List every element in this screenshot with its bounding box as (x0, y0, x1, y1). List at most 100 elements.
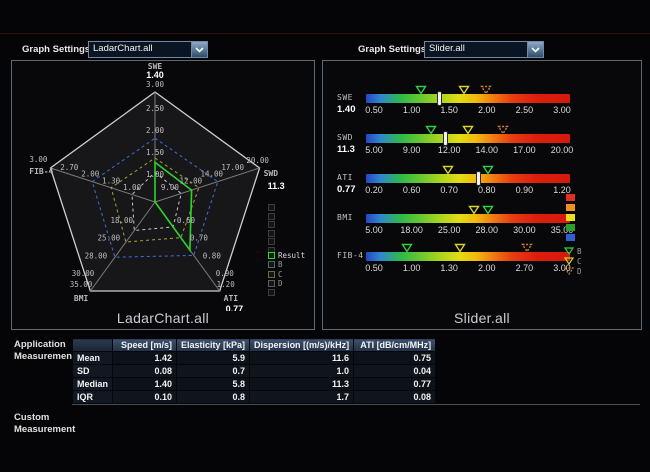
slider-tick-label: 18.00 (400, 225, 423, 235)
table-row: Median 1.40 5.8 11.3 0.77 (71, 377, 437, 391)
table-cell: 11.3 (249, 377, 355, 391)
slider-track-SWE[interactable] (366, 94, 570, 103)
slider-tick-label: 0.20 (365, 185, 383, 195)
slider-label: SWD (337, 133, 353, 142)
table-row-label: IQR (71, 390, 114, 404)
table-row: SD 0.08 0.7 1.0 0.04 (71, 364, 437, 378)
slider-tick-label: 2.00 (478, 263, 496, 273)
table-cell: 1.7 (249, 390, 355, 404)
right-graph-settings-label: Graph Settings (358, 44, 427, 55)
radar-legend-slot[interactable] (268, 212, 275, 220)
table-corner-cell (71, 338, 114, 352)
radar-series-C (110, 157, 200, 243)
slider-tick-label: 28.00 (475, 225, 499, 235)
right-graph-settings-dropdown[interactable]: Slider.all (424, 41, 544, 58)
radar-axis-line (50, 167, 156, 203)
slider-track-SWD[interactable] (366, 134, 570, 143)
table-cell: 1.40 (112, 377, 178, 391)
slider-panel-title: Slider.all (454, 310, 510, 326)
section-divider (72, 404, 640, 405)
legend-checkbox-icon (268, 204, 275, 211)
legend-label: D (577, 266, 582, 276)
legend-checkbox-icon (268, 221, 275, 229)
table-column-header: Dispersion [(m/s)/kHz] (249, 338, 355, 352)
slider-tick-label: 2.70 (515, 263, 534, 273)
slider-track-BMI[interactable] (366, 214, 570, 223)
legend-label: B (577, 246, 582, 256)
radar-series-B (91, 137, 219, 258)
grade-marker-B-icon (482, 202, 495, 215)
radar-legend-item-B[interactable]: B (268, 260, 283, 269)
radar-legend-item-D[interactable]: D (268, 279, 283, 288)
left-dropdown-value: LadarChart.all (93, 43, 153, 54)
radar-label: 2.00 (146, 126, 165, 135)
grade-marker-D-icon (480, 82, 493, 95)
table-row-label: SD (71, 364, 114, 378)
radar-label: 35.00 (70, 280, 93, 289)
legend-label: Result (278, 251, 306, 260)
radar-label: 2.00 (81, 170, 100, 179)
chevron-down-icon[interactable] (191, 42, 207, 57)
radar-label: 2.70 (60, 163, 79, 172)
radar-label: 0.90 (216, 269, 235, 278)
slider-tick-label: 1.50 (440, 105, 458, 115)
left-graph-settings-dropdown[interactable]: LadarChart.all (88, 41, 208, 58)
radar-legend-item-blank[interactable] (268, 288, 278, 296)
slider-tick-label: 0.80 (478, 185, 496, 195)
radar-label: 9.00 (161, 183, 180, 192)
slider-handle-SWD[interactable] (443, 131, 449, 146)
table-cell: 1.0 (249, 364, 355, 378)
radar-label: 3.00 (146, 80, 165, 89)
legend-checkbox-icon (268, 238, 275, 246)
slider-tick-label: 0.50 (365, 105, 383, 115)
radar-label: 1.40 (146, 70, 164, 80)
radar-legend-slot[interactable] (268, 238, 275, 246)
slider-value: 0.77 (337, 184, 356, 195)
table-cell: 11.6 (249, 351, 355, 365)
table-cell: 0.8 (176, 390, 251, 404)
table-cell: 5.8 (176, 377, 251, 391)
custom-measurement-label: Custom Measurement (14, 412, 76, 435)
left-graph-settings-label: Graph Settings (22, 44, 91, 55)
slider-tick-label: 9.00 (402, 145, 421, 155)
radar-legend-slot[interactable] (268, 221, 275, 229)
table-column-header: Speed [m/s] (112, 338, 178, 352)
slider-tick-label: 0.50 (365, 263, 383, 273)
grade-marker-D-icon (496, 122, 509, 135)
application-measurement-label: Application Measurement (14, 339, 76, 362)
table-row: IQR 0.10 0.8 1.7 0.08 (71, 390, 437, 404)
slider-tick-label: 17.00 (513, 145, 536, 155)
legend-checkbox-icon (268, 261, 275, 269)
legend-label: C (577, 256, 582, 266)
legend-label: B (278, 260, 283, 270)
grade-marker-C-icon (462, 122, 474, 135)
slider-handle-ATI[interactable] (475, 171, 481, 186)
slider-handle-SWE[interactable] (436, 91, 442, 106)
radar-axis-line (89, 201, 156, 292)
radar-legend-slot[interactable] (268, 204, 275, 211)
table-cell: 5.9 (176, 351, 251, 365)
slider-tick-label: 0.60 (402, 185, 421, 195)
slider-tick-label: 25.00 (437, 225, 461, 235)
slider-value: 1.40 (337, 104, 356, 115)
slider-tick-label: 1.00 (402, 105, 421, 115)
grade-marker-D-icon (521, 240, 533, 253)
slider-track-FIB-4[interactable] (366, 252, 570, 261)
slider-tick-label: 1.20 (553, 185, 571, 195)
radar-legend-slot[interactable] (268, 229, 275, 237)
radar-legend-item-Result[interactable]: Result (268, 251, 305, 260)
grade-marker-C-icon (468, 202, 480, 215)
legend-checkbox-icon (268, 270, 275, 278)
scale-color-swatch (566, 234, 575, 241)
radar-legend-item-C[interactable]: C (268, 270, 283, 279)
radar-label: 20.00 (246, 156, 269, 165)
table-cell: 0.7 (176, 364, 251, 378)
table-cell: 0.10 (112, 390, 178, 404)
grade-marker-C-icon (441, 162, 454, 175)
radar-label: 12.00 (180, 176, 203, 185)
slider-track-ATI[interactable] (366, 174, 570, 183)
chevron-down-icon[interactable] (527, 42, 543, 57)
slider-label: ATI (337, 173, 353, 182)
table-row-label: Median (71, 377, 114, 391)
scale-color-swatch (566, 194, 575, 201)
